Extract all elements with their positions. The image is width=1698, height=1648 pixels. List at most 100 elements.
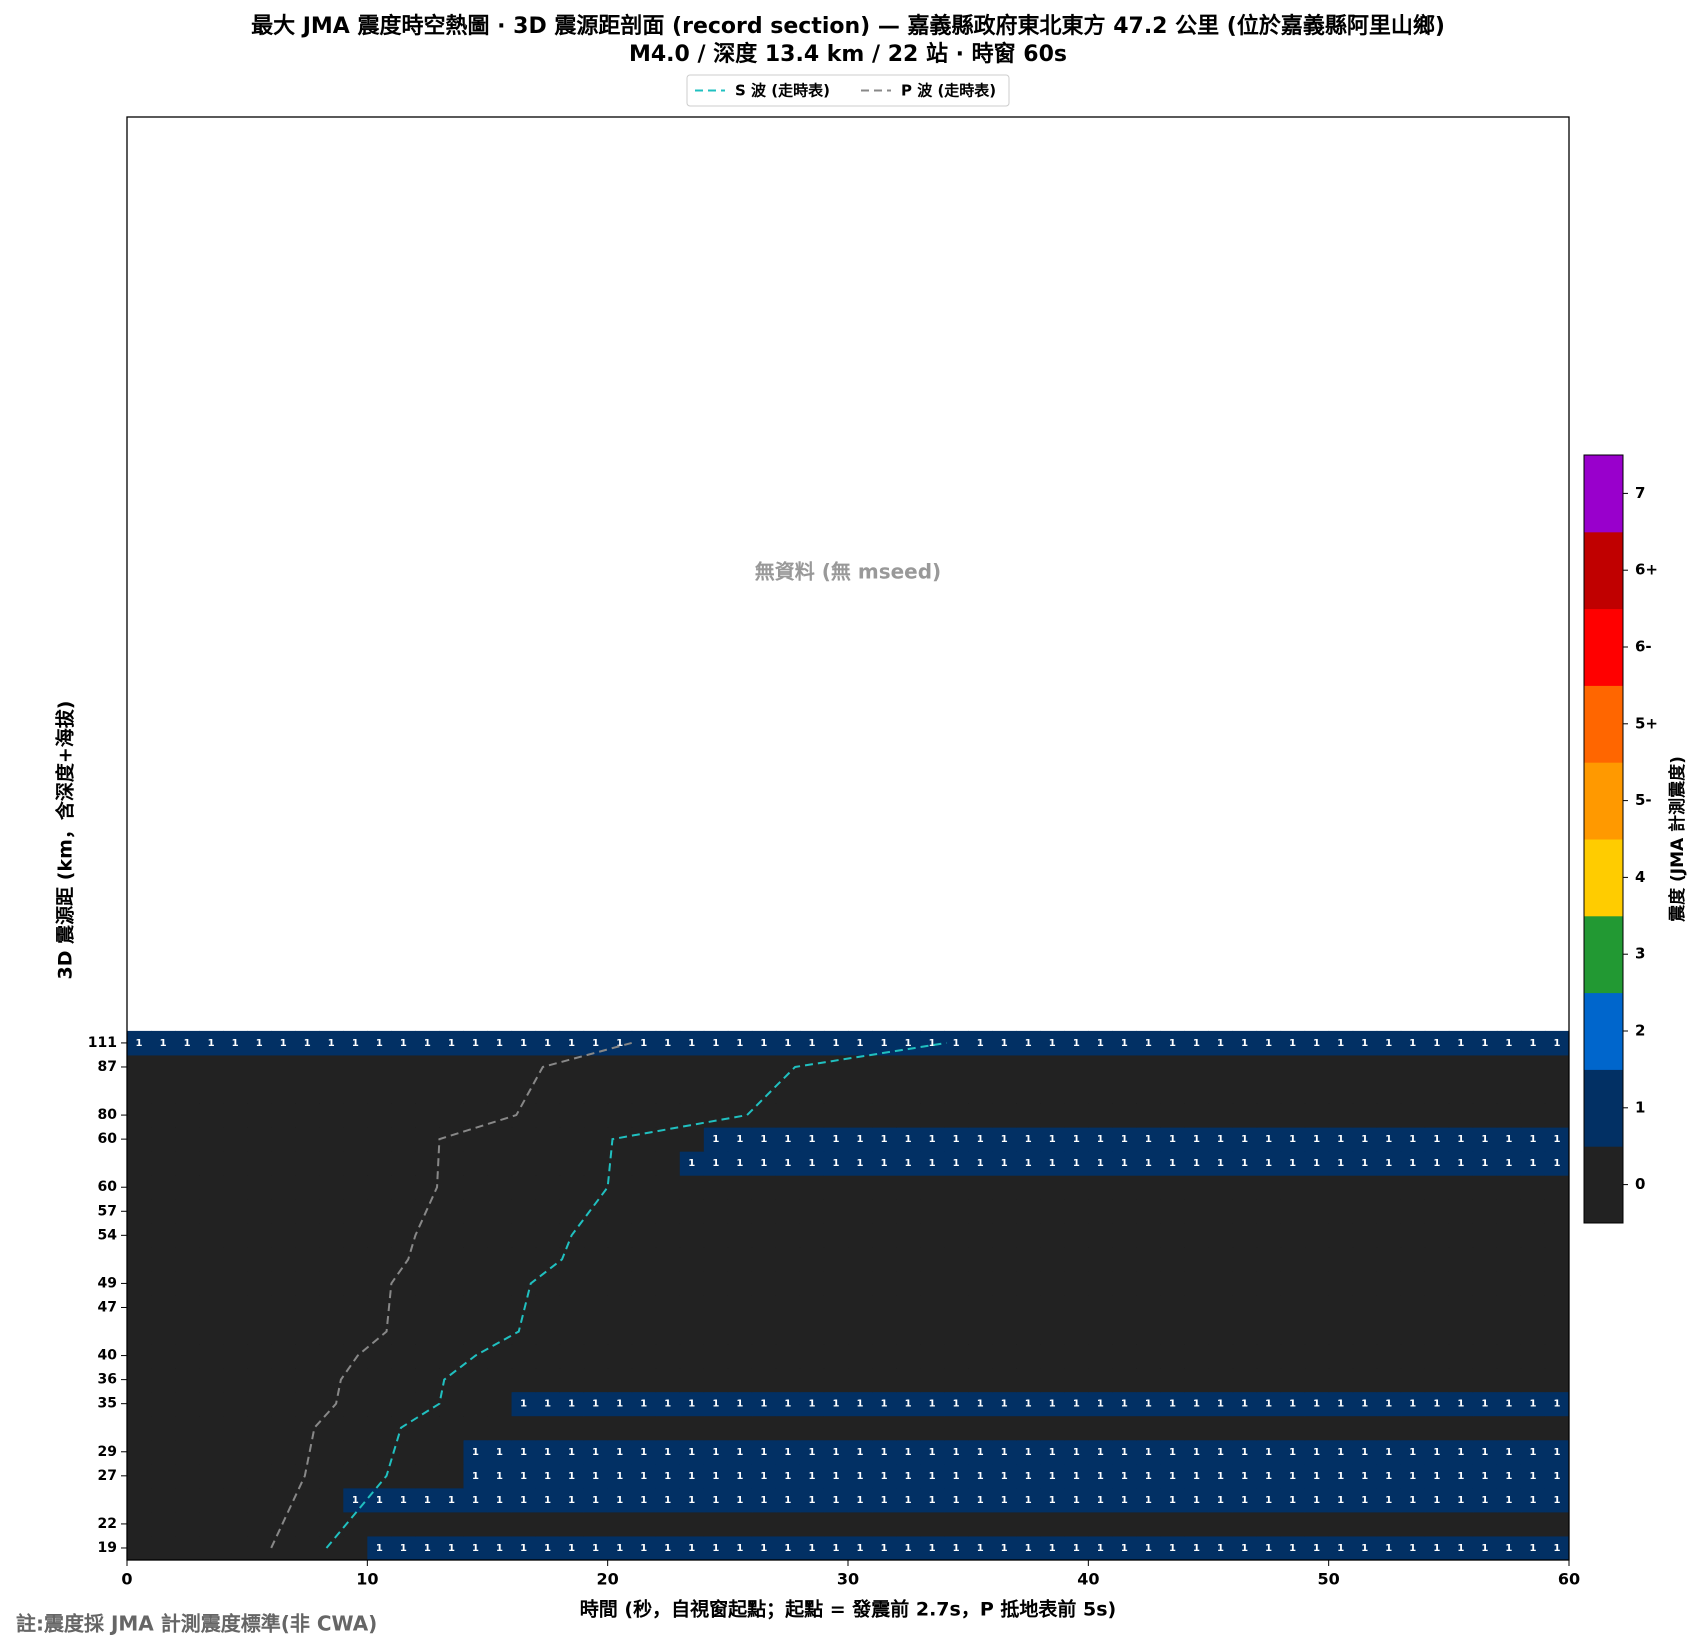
heat-cell	[1424, 1127, 1450, 1152]
heat-cell	[848, 1079, 873, 1104]
heat-cell	[1040, 1103, 1065, 1128]
x-tick-label: 20	[597, 1570, 619, 1589]
heat-cell	[968, 1391, 993, 1417]
heat-cell	[1496, 1535, 1522, 1561]
heat-cell	[223, 1030, 248, 1056]
heat-cell	[391, 1535, 416, 1561]
heat-cell	[319, 1535, 344, 1561]
cell-label: 1	[857, 1038, 864, 1049]
cell-label: 1	[664, 1471, 671, 1482]
heat-cell	[703, 1151, 729, 1176]
legend-label: S 波 (走時表)	[735, 82, 830, 100]
heat-cell	[199, 1030, 224, 1056]
cell-label: 1	[1289, 1038, 1296, 1049]
heat-cell	[415, 1271, 440, 1296]
heat-cell	[463, 1295, 488, 1320]
heat-cell	[151, 1030, 176, 1056]
heat-cell	[607, 1319, 633, 1345]
heat-cell	[1376, 1054, 1402, 1080]
travel-time-line	[270, 1041, 632, 1549]
heat-cell	[511, 1247, 537, 1272]
heat-cell	[1328, 1367, 1354, 1393]
heat-cell	[848, 1367, 873, 1393]
heat-cell	[775, 1247, 801, 1272]
cell-label: 1	[592, 1543, 599, 1554]
heat-cell	[1256, 1103, 1282, 1128]
heat-cell	[1232, 1054, 1258, 1080]
heat-cell	[175, 1511, 200, 1537]
heat-cell	[1280, 1030, 1306, 1056]
heat-cell	[751, 1415, 777, 1441]
heat-cell	[1208, 1199, 1234, 1224]
heat-cell	[1280, 1079, 1306, 1104]
heat-cell	[1424, 1054, 1450, 1080]
cell-label: 1	[1289, 1543, 1296, 1554]
colorbar-frame	[1583, 454, 1624, 1224]
heat-cell	[1448, 1103, 1474, 1128]
heat-cell	[968, 1343, 993, 1369]
heat-cell	[1544, 1175, 1570, 1200]
heat-cell	[487, 1439, 513, 1465]
cell-label: 1	[472, 1543, 479, 1554]
heat-cell	[823, 1415, 849, 1441]
heat-cell	[487, 1487, 513, 1513]
heat-cell	[1136, 1271, 1161, 1296]
heat-cell	[896, 1247, 921, 1272]
heat-cell	[1544, 1439, 1570, 1465]
heat-cell	[247, 1030, 272, 1056]
heat-cell	[655, 1535, 681, 1561]
cell-label: 1	[1097, 1038, 1104, 1049]
heat-cell	[367, 1054, 392, 1080]
cell-label: 1	[1337, 1447, 1344, 1458]
heat-cell	[1376, 1343, 1402, 1369]
heat-cell	[751, 1487, 777, 1513]
heat-cell	[1280, 1487, 1306, 1513]
heat-cell	[511, 1463, 537, 1489]
cell-label: 1	[808, 1158, 815, 1169]
heat-cell	[1520, 1415, 1546, 1441]
cell-label: 1	[640, 1471, 647, 1482]
heat-cell	[1016, 1415, 1041, 1441]
heat-cell	[463, 1511, 488, 1537]
heat-cell	[511, 1367, 537, 1393]
heat-cell	[1016, 1030, 1041, 1056]
cell-label: 1	[688, 1471, 695, 1482]
heat-cell	[896, 1054, 921, 1080]
colorbar-segment	[1584, 1146, 1623, 1224]
heat-cell	[1160, 1487, 1185, 1513]
heat-cell	[1136, 1223, 1161, 1248]
heat-cell	[751, 1343, 777, 1369]
heat-cell	[751, 1439, 777, 1465]
heat-cell	[223, 1054, 248, 1080]
heat-cell	[1328, 1175, 1354, 1200]
heat-cell	[439, 1223, 464, 1248]
heat-cell	[992, 1247, 1017, 1272]
heat-cell	[487, 1247, 513, 1272]
heat-cell	[511, 1030, 537, 1056]
heat-cell	[439, 1247, 464, 1272]
heat-cell	[848, 1151, 873, 1176]
cell-label: 1	[280, 1038, 287, 1049]
heat-cell	[1064, 1079, 1089, 1104]
heat-cell	[799, 1103, 825, 1128]
heat-cell	[175, 1247, 200, 1272]
travel-time-line	[325, 1041, 947, 1549]
heat-cell	[487, 1223, 513, 1248]
heat-cell	[1304, 1127, 1330, 1152]
cell-label: 1	[664, 1447, 671, 1458]
heat-cell	[295, 1271, 320, 1296]
heat-cell	[223, 1151, 248, 1176]
heat-cell	[1112, 1439, 1137, 1465]
heat-cell	[175, 1079, 200, 1104]
heat-cell	[727, 1463, 753, 1489]
heat-cell	[1424, 1199, 1450, 1224]
heat-cell	[1424, 1223, 1450, 1248]
heat-cell	[1520, 1079, 1546, 1104]
heat-cell	[1232, 1199, 1258, 1224]
heat-cell	[319, 1151, 344, 1176]
cell-label: 1	[1337, 1495, 1344, 1506]
legend: S 波 (走時表) P 波 (走時表)	[686, 74, 1010, 107]
heat-cell	[920, 1271, 945, 1296]
colorbar-tick-label: 0	[1635, 1175, 1645, 1193]
heat-cell	[559, 1415, 585, 1441]
